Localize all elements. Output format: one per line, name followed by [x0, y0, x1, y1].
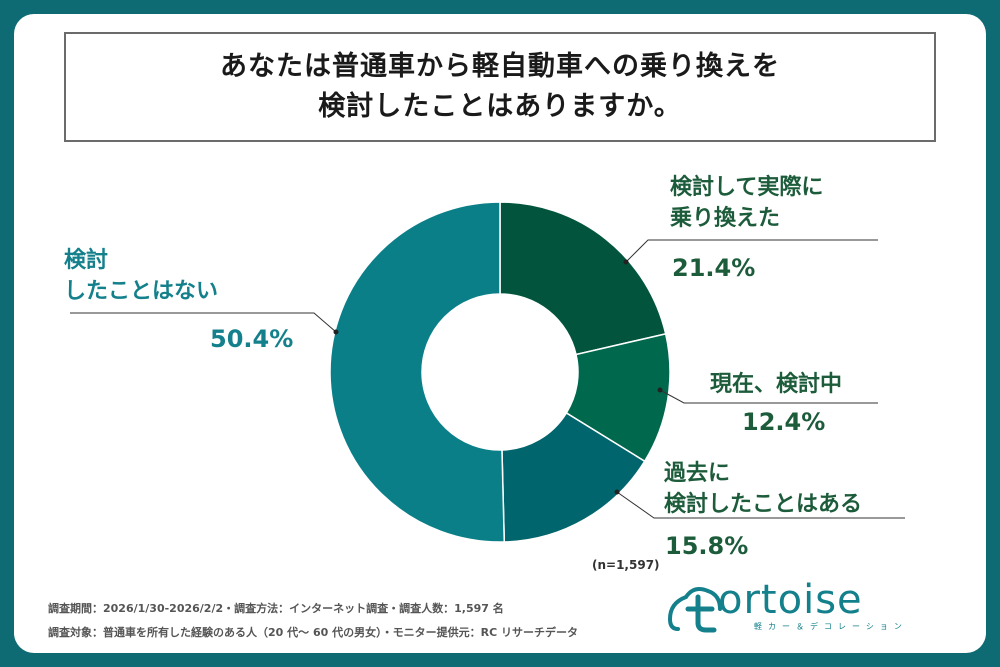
leader-never-dot	[333, 329, 339, 335]
label-never-line1: 検討	[64, 248, 109, 273]
slice-switched	[499, 201, 667, 356]
logo-t-mark	[668, 587, 722, 633]
logo-subtitle: 軽カー＆デコレーション	[754, 622, 908, 631]
label-switched-line2: 乗り換えた	[670, 206, 781, 231]
label-past-line2: 検討したことはある	[664, 492, 863, 517]
title-line-2: 検討したことはありますか。	[318, 91, 682, 122]
leader-considering	[659, 389, 878, 404]
main-card: あなたは普通車から軽自動車への乗り換えを 検討したことはありますか。	[14, 14, 986, 653]
label-past-line1: 過去に	[664, 461, 731, 486]
leader-considering-dot	[657, 387, 663, 393]
title-line-1: あなたは普通車から軽自動車への乗り換えを	[220, 51, 780, 82]
value-switched: 21.4%	[672, 254, 756, 282]
label-considering: 現在、検討中	[710, 369, 842, 400]
label-past: 過去に 検討したことはある	[664, 458, 862, 520]
value-never: 50.4%	[210, 325, 294, 353]
footer-line-2: 調査対象：普通車を所有した経験のある人（20 代～ 60 代の男女）・モニター提…	[48, 626, 578, 639]
slice-past	[501, 411, 646, 543]
label-switched-line1: 検討して実際に	[670, 175, 824, 200]
leader-switched-dot	[623, 259, 629, 265]
leader-never	[70, 312, 337, 333]
label-switched: 検討して実際に 乗り換えた	[670, 172, 823, 234]
label-never: 検討 したことはない	[64, 245, 218, 307]
leader-switched	[625, 239, 878, 263]
label-never-line2: したことはない	[64, 279, 219, 304]
title-box: あなたは普通車から軽自動車への乗り換えを 検討したことはありますか。	[64, 32, 936, 142]
leader-past-dot	[614, 489, 620, 495]
leader-lines	[70, 239, 905, 519]
sample-size-note: (n=1,597)	[592, 558, 660, 572]
slice-never	[329, 201, 506, 543]
leader-past	[616, 491, 905, 519]
value-past: 15.8%	[665, 532, 749, 560]
label-considering-line1: 現在、検討中	[710, 372, 843, 397]
footer-line-1: 調査期間：2026/1/30-2026/2/2・調査方法：インターネット調査・調…	[48, 602, 504, 615]
tortoise-logo: ortoise 軽カー＆デコレーション	[668, 577, 938, 635]
logo-wordmark: ortoise	[718, 577, 863, 623]
value-considering: 12.4%	[742, 408, 826, 436]
donut-slices	[329, 201, 671, 543]
